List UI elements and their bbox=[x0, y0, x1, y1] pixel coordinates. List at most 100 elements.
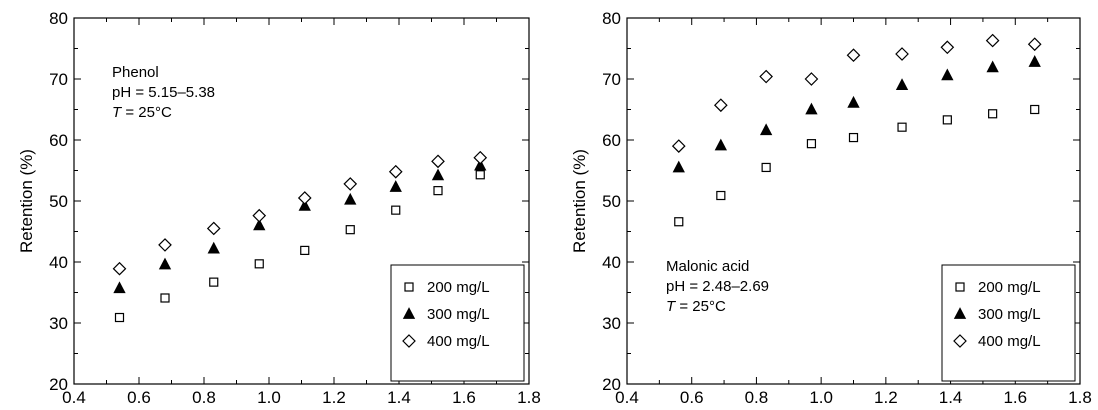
x-tick-label: 0.4 bbox=[615, 388, 639, 405]
x-tick-label: 0.8 bbox=[745, 388, 769, 405]
data-point bbox=[804, 72, 819, 86]
data-point bbox=[431, 154, 445, 169]
data-point bbox=[1028, 55, 1041, 67]
data-point bbox=[759, 123, 773, 136]
data-point bbox=[942, 115, 952, 125]
data-point bbox=[986, 60, 999, 73]
chart-panel-1: 0.40.60.81.01.21.41.61.820304050607080ΔP… bbox=[17, 9, 541, 410]
y-tick-label: 80 bbox=[49, 9, 68, 28]
legend-label: 200 mg/L bbox=[427, 279, 490, 296]
data-point bbox=[716, 190, 726, 201]
data-point bbox=[343, 177, 358, 191]
data-point bbox=[391, 205, 401, 215]
data-point bbox=[1027, 37, 1042, 52]
data-point bbox=[759, 69, 773, 84]
series-2 bbox=[113, 158, 487, 294]
x-tick-label: 1.8 bbox=[1068, 388, 1092, 405]
data-point bbox=[297, 191, 312, 205]
data-point bbox=[714, 138, 727, 151]
legend-marker bbox=[402, 307, 416, 319]
x-tick-label: 1.6 bbox=[1003, 388, 1027, 405]
data-point bbox=[113, 281, 126, 294]
data-point bbox=[158, 238, 172, 252]
data-point bbox=[761, 162, 771, 173]
data-point bbox=[433, 186, 443, 196]
x-tick-label: 1.8 bbox=[517, 388, 541, 405]
annotation-temperature-symbol: T bbox=[666, 298, 677, 315]
data-point bbox=[253, 218, 266, 231]
y-tick-label: 60 bbox=[602, 131, 621, 150]
data-point bbox=[344, 192, 357, 205]
legend-marker bbox=[955, 282, 965, 292]
y-tick-label: 50 bbox=[49, 192, 68, 211]
data-point bbox=[848, 132, 859, 143]
x-tick-label: 0.8 bbox=[192, 388, 216, 405]
x-tick-label: 1.2 bbox=[874, 388, 898, 405]
annotation-temperature-value: = 25°C bbox=[121, 104, 172, 121]
y-tick-label: 70 bbox=[602, 70, 621, 89]
data-point bbox=[158, 257, 172, 270]
data-point bbox=[713, 98, 728, 113]
data-point bbox=[805, 102, 818, 115]
data-point bbox=[345, 225, 355, 235]
data-point bbox=[897, 122, 907, 132]
data-point bbox=[112, 261, 127, 276]
y-tick-label: 40 bbox=[602, 253, 621, 272]
data-point bbox=[300, 245, 310, 256]
data-point bbox=[806, 139, 817, 149]
annotation-temperature-symbol: T bbox=[112, 104, 123, 121]
x-tick-label: 0.4 bbox=[62, 388, 86, 405]
data-point bbox=[895, 78, 909, 90]
y-tick-label: 20 bbox=[49, 375, 68, 394]
data-point bbox=[388, 164, 403, 179]
data-point bbox=[431, 168, 445, 181]
series-1 bbox=[114, 170, 485, 323]
data-point bbox=[988, 109, 998, 119]
annotation-ph: pH = 2.48–2.69 bbox=[666, 278, 769, 295]
legend-marker bbox=[404, 282, 414, 292]
data-point bbox=[160, 293, 170, 303]
legend-label: 400 mg/L bbox=[978, 333, 1041, 350]
data-point bbox=[298, 199, 311, 211]
x-tick-label: 0.6 bbox=[127, 388, 151, 405]
data-point bbox=[672, 160, 685, 173]
legend-label: 300 mg/L bbox=[978, 306, 1041, 323]
data-point bbox=[206, 221, 221, 236]
annotation-temperature-value: = 25°C bbox=[675, 298, 726, 315]
y-tick-label: 30 bbox=[49, 314, 68, 333]
data-point bbox=[895, 47, 909, 61]
series-3 bbox=[671, 33, 1042, 153]
legend-marker bbox=[953, 334, 967, 348]
data-point bbox=[114, 312, 125, 323]
data-point bbox=[474, 158, 487, 171]
legend-marker bbox=[402, 334, 416, 348]
data-point bbox=[671, 139, 686, 153]
data-point bbox=[473, 150, 488, 165]
data-point bbox=[1030, 104, 1040, 115]
y-tick-label: 60 bbox=[49, 131, 68, 150]
legend: 200 mg/L 300 mg/L 400 mg/L bbox=[390, 264, 525, 382]
data-point bbox=[252, 208, 267, 223]
annotation-temperature: T = 25°C bbox=[112, 104, 172, 121]
data-point bbox=[475, 170, 485, 180]
data-point bbox=[847, 95, 860, 108]
legend-marker bbox=[953, 307, 967, 319]
y-tick-label: 70 bbox=[49, 70, 68, 89]
y-tick-label: 30 bbox=[602, 314, 621, 333]
annotation-temperature: T = 25°C bbox=[666, 298, 726, 315]
series-2 bbox=[672, 55, 1041, 173]
legend-label: 400 mg/L bbox=[427, 333, 490, 350]
data-point bbox=[940, 40, 955, 55]
x-tick-label: 0.6 bbox=[680, 388, 704, 405]
y-tick-label: 20 bbox=[602, 375, 621, 394]
y-axis-label: Retention (%) bbox=[17, 149, 36, 253]
x-tick-label: 1.0 bbox=[809, 388, 833, 405]
data-point bbox=[941, 68, 954, 81]
x-tick-label: 1.4 bbox=[939, 388, 963, 405]
annotation-compound: Malonic acid bbox=[666, 258, 749, 275]
series-3 bbox=[112, 150, 488, 276]
x-tick-label: 1.0 bbox=[257, 388, 281, 405]
x-tick-label: 1.6 bbox=[452, 388, 476, 405]
